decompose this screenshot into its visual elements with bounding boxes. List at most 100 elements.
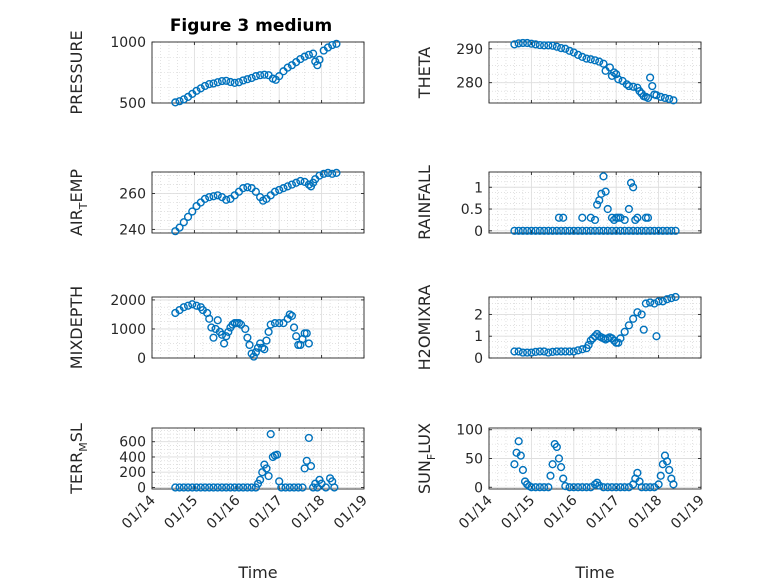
y-axis-label-subscript: T	[77, 202, 90, 210]
data-point	[171, 98, 180, 107]
data-point	[523, 348, 532, 357]
data-point	[609, 68, 619, 77]
data-point	[599, 483, 608, 492]
data-point	[527, 226, 536, 235]
data-point	[535, 483, 544, 492]
data-point	[304, 50, 313, 59]
data-point	[554, 454, 564, 463]
subplot-3: 240 260 AIRTEMP	[67, 169, 365, 238]
data-point	[213, 483, 222, 492]
data-point	[247, 73, 256, 83]
y-tick-label: 1	[474, 329, 483, 345]
data-point	[629, 226, 638, 235]
data-point	[652, 332, 661, 341]
data-point	[234, 78, 244, 87]
y-axis-label-main: AIR	[67, 209, 86, 236]
data-point	[573, 483, 583, 492]
y-tick-label: 2	[474, 307, 483, 323]
data-point	[330, 483, 339, 492]
data-point	[548, 41, 557, 50]
data-point	[270, 187, 280, 196]
data-point	[518, 38, 528, 48]
data-point	[552, 442, 561, 452]
data-point	[315, 55, 324, 64]
data-point	[569, 347, 578, 356]
data-point	[245, 340, 254, 350]
data-point	[222, 332, 231, 341]
data-point	[183, 483, 193, 492]
y-axis-label-main: MIXDEPTH	[67, 286, 86, 369]
data-point	[650, 299, 659, 308]
data-point	[656, 471, 665, 480]
data-point	[544, 348, 553, 357]
data-point	[239, 76, 248, 85]
data-point	[514, 39, 523, 48]
data-point	[272, 450, 282, 459]
data-point	[188, 483, 197, 492]
data-point	[590, 215, 600, 225]
data-point	[624, 321, 634, 330]
y-tick-label: 600	[119, 435, 146, 451]
data-point	[535, 40, 544, 50]
data-point	[256, 71, 265, 80]
data-point	[309, 49, 318, 58]
data-point	[658, 226, 667, 235]
subplot-2: 280 290 THETA	[415, 38, 702, 105]
data-point	[586, 213, 595, 222]
data-point	[637, 483, 646, 492]
data-point	[590, 226, 600, 235]
data-point	[527, 39, 536, 48]
y-axis-label-subscript: F	[425, 454, 438, 460]
data-point	[578, 226, 587, 235]
axes-box	[151, 41, 365, 104]
y-axis-label: MIXDEPTH	[67, 286, 86, 369]
data-point	[658, 297, 667, 306]
data-point	[578, 345, 587, 354]
data-point	[671, 226, 680, 235]
data-point	[552, 347, 561, 356]
data-point	[275, 72, 284, 81]
data-point	[302, 329, 311, 338]
y-axis-label: RAINFALL	[415, 165, 434, 240]
data-point	[590, 480, 600, 489]
data-point	[559, 213, 568, 222]
data-point	[192, 86, 201, 95]
y-tick-label: 0	[474, 480, 483, 496]
y-tick-label: 1000	[110, 322, 146, 338]
data-point	[289, 323, 299, 332]
data-point	[573, 50, 583, 59]
data-point	[614, 75, 623, 84]
data-point	[298, 483, 307, 492]
data-point	[205, 314, 214, 323]
data-point	[243, 183, 252, 192]
data-point	[294, 483, 303, 492]
data-point	[251, 348, 260, 357]
data-point	[230, 78, 239, 87]
data-point	[531, 483, 540, 492]
data-point	[243, 333, 252, 342]
y-axis-label-main: PRESSURE	[67, 30, 86, 114]
subplot-1: 500 1000 PRESSURE	[67, 30, 365, 115]
data-point	[595, 57, 604, 66]
y-axis-label-rest: EMP	[67, 169, 86, 203]
data-point	[586, 55, 595, 64]
data-point	[540, 347, 549, 356]
data-point	[251, 72, 260, 81]
y-tick-label: 1	[474, 180, 483, 196]
data-point	[556, 347, 566, 356]
data-point	[285, 483, 294, 492]
y-tick-label: 400	[119, 450, 146, 466]
data-point	[196, 84, 205, 93]
data-point	[234, 483, 244, 492]
data-point	[260, 70, 269, 79]
data-point	[175, 483, 184, 492]
data-point	[289, 483, 299, 492]
data-point	[599, 172, 608, 181]
data-point	[559, 474, 568, 483]
data-point	[614, 338, 623, 347]
data-point	[561, 482, 570, 491]
data-point	[626, 178, 636, 187]
data-point	[296, 176, 305, 186]
data-point	[300, 52, 309, 61]
